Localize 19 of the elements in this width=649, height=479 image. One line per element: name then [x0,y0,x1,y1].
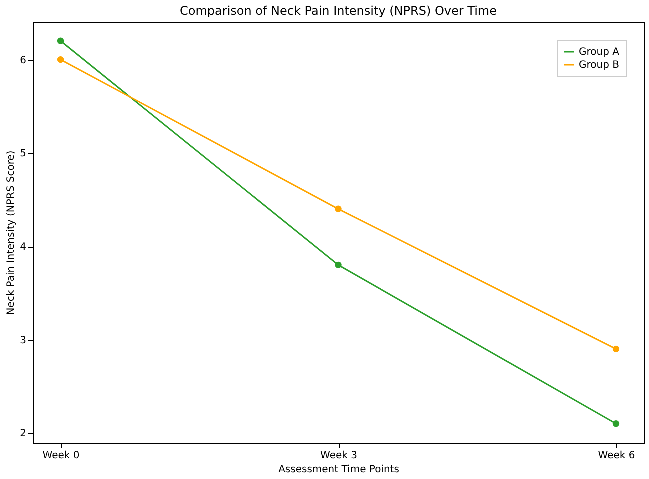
chart-title: Comparison of Neck Pain Intensity (NPRS) Over Time [180,4,498,18]
x-axis-title: Assessment Time Points [278,464,400,476]
x-tick-label: Week 0 [42,450,80,462]
y-tick-label: 4 [20,242,26,253]
point [57,56,64,64]
y-tick-label: 6 [20,55,26,66]
y-tick-label: 3 [20,335,26,346]
point [612,420,620,428]
point [612,346,620,353]
x-tick-label: Week 3 [320,450,358,462]
legend-label: Group A [579,47,620,58]
y-axis-title: Neck Pain Intensity (NPRS Score) [6,150,18,316]
point [335,206,342,213]
y-tick-label: 2 [20,428,26,440]
x-tick-label: Week 6 [598,450,636,462]
y-tick-label: 5 [20,148,26,160]
point [57,38,64,44]
legend-label: Group B [579,60,620,71]
point [335,262,342,269]
